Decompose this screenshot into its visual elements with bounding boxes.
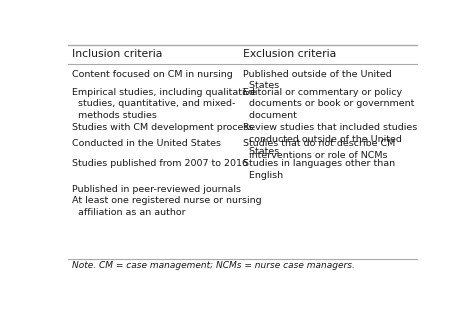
Text: Editorial or commentary or policy
  documents or book or government
  document
R: Editorial or commentary or policy docume… xyxy=(243,88,417,156)
Text: Conducted in the United States: Conducted in the United States xyxy=(72,139,221,148)
Text: Published in peer-reviewed journals
At least one registered nurse or nursing
  a: Published in peer-reviewed journals At l… xyxy=(72,185,262,217)
Text: Studies that do not describe CM
  interventions or role of NCMs: Studies that do not describe CM interven… xyxy=(243,139,395,160)
Text: Studies in languages other than
  English: Studies in languages other than English xyxy=(243,160,395,180)
Text: Empirical studies, including qualitative
  studies, quantitative, and mixed-
  m: Empirical studies, including qualitative… xyxy=(72,88,256,132)
Text: Content focused on CM in nursing: Content focused on CM in nursing xyxy=(72,70,233,79)
Text: Exclusion criteria: Exclusion criteria xyxy=(243,49,336,59)
Text: Note. CM = case management; NCMs = nurse case managers.: Note. CM = case management; NCMs = nurse… xyxy=(72,261,355,270)
Text: Studies published from 2007 to 2016: Studies published from 2007 to 2016 xyxy=(72,160,248,169)
Text: Published outside of the United
  States: Published outside of the United States xyxy=(243,70,392,91)
Text: Inclusion criteria: Inclusion criteria xyxy=(72,49,163,59)
